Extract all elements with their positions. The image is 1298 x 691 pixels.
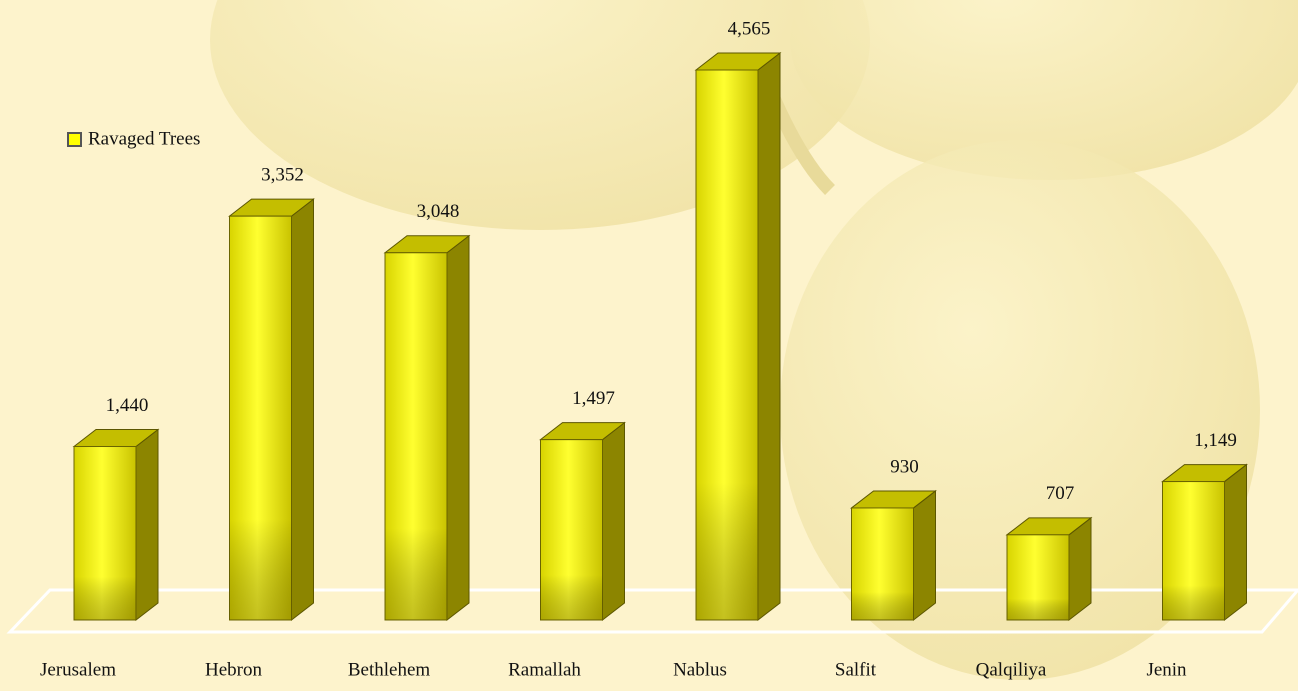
- legend: Ravaged Trees: [68, 128, 200, 149]
- legend-swatch: [68, 133, 81, 146]
- bar-side: [758, 53, 780, 620]
- bar-side: [1069, 518, 1091, 620]
- x-tick-label: Qalqiliya: [976, 659, 1047, 680]
- legend-label: Ravaged Trees: [88, 128, 200, 149]
- value-label: 1,149: [1194, 430, 1237, 451]
- value-label: 707: [1046, 483, 1075, 504]
- bar-shade: [1163, 482, 1225, 620]
- bar-3d: [696, 53, 780, 620]
- bar-3d: [852, 491, 936, 620]
- x-tick-label: Hebron: [205, 659, 262, 680]
- value-label: 930: [890, 456, 919, 477]
- bar-3d: [1163, 465, 1247, 620]
- bar-shade: [74, 447, 136, 620]
- bar-side: [1225, 465, 1247, 620]
- page: Ravaged Trees 1,440 Jerusalem 3,352 Hebron 3…: [0, 0, 1298, 691]
- x-tick-label: Nablus: [673, 659, 727, 680]
- bar-side: [292, 199, 314, 620]
- value-label: 3,048: [417, 201, 460, 222]
- bar-3d: [74, 430, 158, 620]
- bar-3d: [385, 236, 469, 620]
- value-label: 1,497: [572, 388, 615, 409]
- bar-3d: [541, 423, 625, 620]
- bar-3d: [1007, 518, 1091, 620]
- x-tick-label: Bethlehem: [348, 659, 431, 680]
- x-tick-label: Jenin: [1146, 659, 1187, 680]
- bar-side: [603, 423, 625, 620]
- bar-3d: [230, 199, 314, 620]
- bar-side: [136, 430, 158, 620]
- chart: Ravaged Trees 1,440 Jerusalem 3,352 Hebron 3…: [0, 0, 1298, 691]
- value-label: 4,565: [728, 18, 771, 39]
- bar-side: [914, 491, 936, 620]
- bar-shade: [852, 508, 914, 620]
- x-tick-label: Ramallah: [508, 659, 581, 680]
- bar-shade: [1007, 535, 1069, 620]
- bar-shade: [541, 440, 603, 620]
- bar-side: [447, 236, 469, 620]
- bar-shade: [230, 216, 292, 620]
- value-label: 1,440: [106, 395, 149, 416]
- bar-shade: [696, 70, 758, 620]
- bar-shade: [385, 253, 447, 620]
- x-tick-label: Salfit: [835, 659, 877, 680]
- x-tick-label: Jerusalem: [40, 659, 116, 680]
- value-label: 3,352: [261, 165, 304, 186]
